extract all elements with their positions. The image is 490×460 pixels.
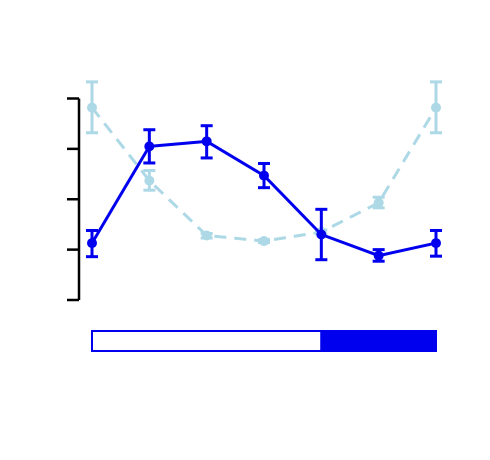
phase-bar-dark bbox=[320, 330, 438, 352]
series-0-point-1 bbox=[144, 141, 155, 152]
phase-bar-light bbox=[91, 330, 323, 352]
series-layer bbox=[86, 80, 442, 263]
phase-bar bbox=[91, 330, 438, 352]
series-0 bbox=[86, 124, 442, 263]
series-1-point-6 bbox=[431, 102, 441, 113]
series-1-point-2 bbox=[201, 230, 212, 241]
series-0-point-5 bbox=[373, 250, 384, 261]
series-0-point-2 bbox=[201, 136, 212, 147]
series-0-point-6 bbox=[431, 238, 441, 249]
y-axis bbox=[67, 97, 81, 302]
series-1-point-1 bbox=[144, 175, 155, 186]
series-0-point-0 bbox=[87, 238, 97, 249]
series-0-point-3 bbox=[259, 170, 269, 181]
series-1 bbox=[86, 80, 442, 247]
series-1-point-0 bbox=[87, 102, 97, 113]
series-1-point-3 bbox=[259, 236, 269, 247]
series-0-point-4 bbox=[316, 229, 327, 240]
series-1-point-5 bbox=[373, 197, 384, 208]
